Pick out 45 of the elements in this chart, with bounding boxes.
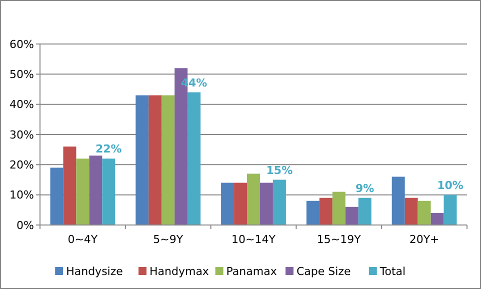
y-tick-label: 30% — [10, 128, 34, 142]
data-label: 22% — [95, 142, 122, 156]
bar — [221, 182, 234, 225]
legend-label: Total — [378, 264, 406, 278]
bar — [444, 194, 457, 225]
bar — [392, 176, 405, 225]
bar — [358, 198, 372, 225]
bar — [272, 180, 286, 225]
y-tick-label: 40% — [10, 98, 34, 112]
bar — [418, 200, 431, 225]
x-tick-label: 10~14Y — [232, 233, 276, 246]
x-tick-label: 15~19Y — [316, 233, 362, 246]
bar — [345, 206, 358, 225]
data-label: 10% — [437, 178, 464, 192]
x-tick-label: 20Y+ — [409, 233, 440, 246]
y-tick-label: 0% — [16, 218, 34, 232]
bar — [260, 182, 273, 225]
bar — [332, 192, 346, 225]
legend-label: Handysize — [66, 264, 124, 278]
legend-label: Panamax — [226, 264, 278, 278]
legend-label: Handymax — [150, 264, 210, 278]
legend-label: Cape Size — [296, 264, 351, 278]
bar — [234, 182, 248, 225]
data-label: 15% — [266, 164, 293, 177]
bar — [430, 212, 444, 225]
bar — [76, 158, 90, 225]
y-tick-label: 10% — [10, 188, 34, 202]
bar — [162, 95, 175, 225]
bar — [247, 174, 260, 225]
bar — [306, 200, 320, 225]
y-tick-label: 50% — [10, 68, 34, 82]
bar — [136, 95, 149, 225]
x-tick-label: 0~4Y — [68, 233, 98, 246]
bar — [404, 198, 418, 225]
bar — [319, 198, 332, 225]
y-tick-label: 20% — [10, 158, 34, 172]
bar — [50, 168, 64, 225]
bar — [188, 92, 201, 225]
bar — [102, 158, 116, 225]
bar — [63, 146, 76, 225]
bar — [89, 156, 102, 225]
y-tick-label: 60% — [10, 38, 34, 51]
x-tick-label: 5~9Y — [153, 233, 184, 246]
data-label: 9% — [356, 182, 374, 195]
bar — [148, 95, 162, 225]
